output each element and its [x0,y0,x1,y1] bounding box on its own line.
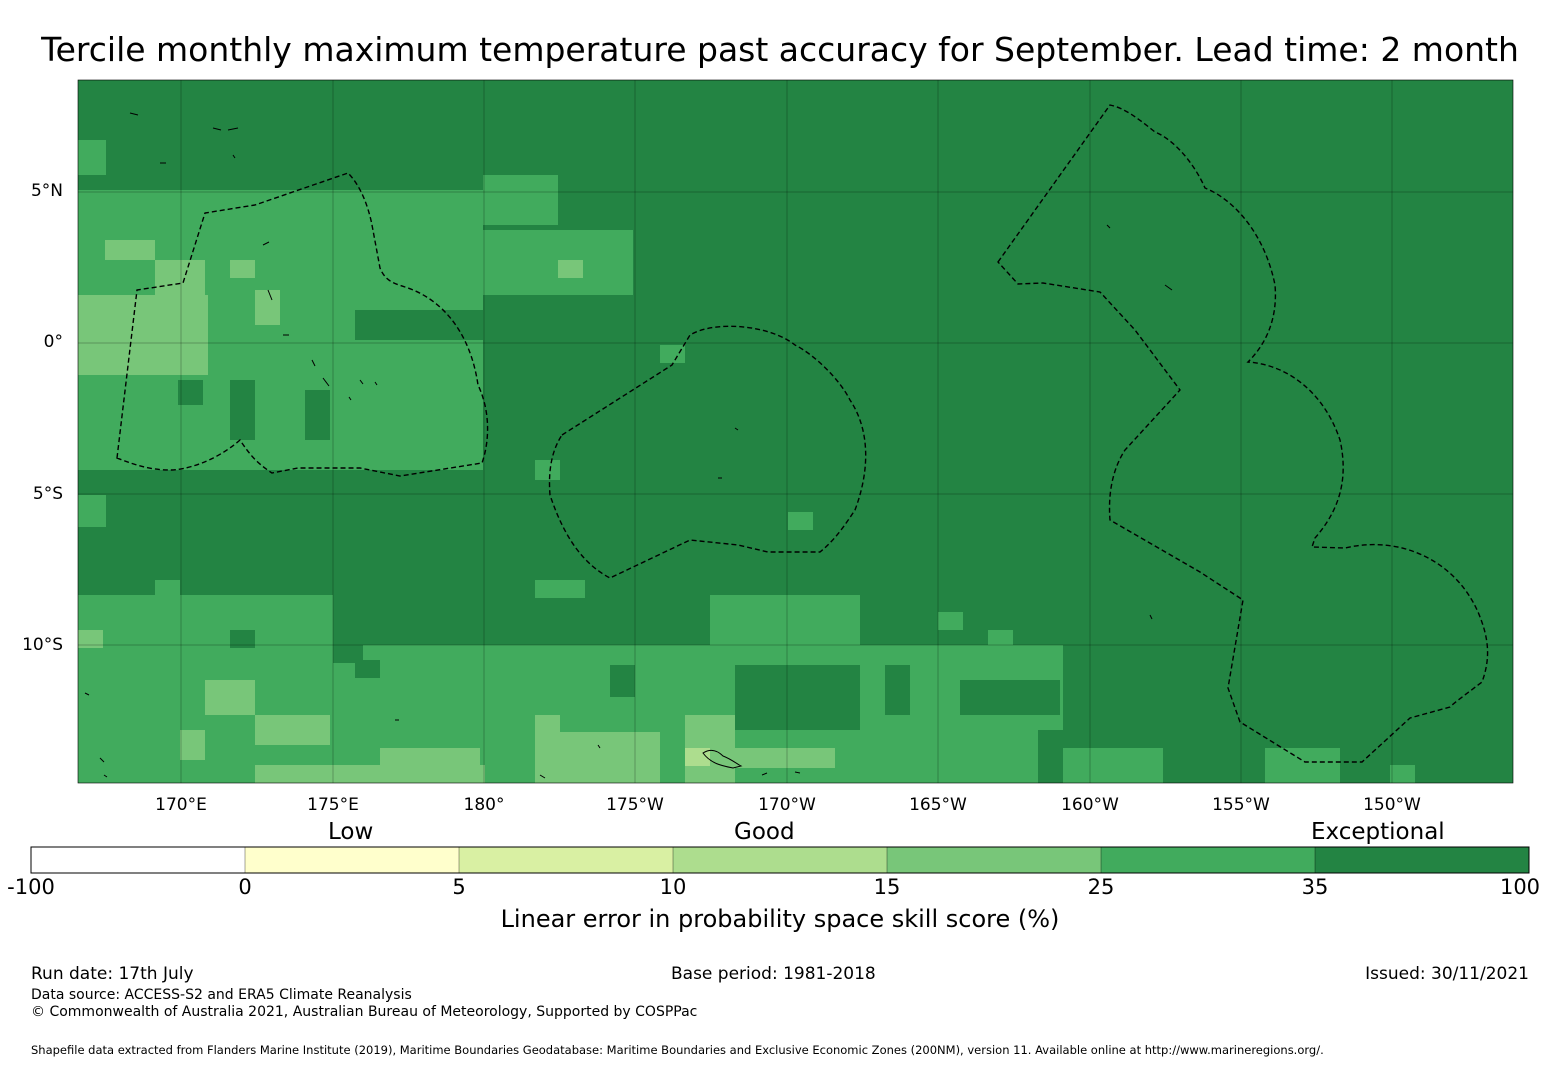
colorbar [30,846,1530,874]
colorbar-bin-2 [245,847,459,873]
graticule [78,80,1513,783]
lon-label-160w: 160°W [1061,795,1119,815]
colorbar-bin-7 [1315,847,1529,873]
lat-label-5n: 5°N [30,181,63,201]
colorbar-tick: 15 [873,875,901,899]
eez-boundaries [116,104,1489,763]
colorbar-tick: 0 [238,875,252,899]
lon-label-170e: 170°E [155,795,207,815]
legend-category-good: Good [734,819,795,845]
colorbar-bin-3 [459,847,673,873]
lon-label-180: 180° [463,795,505,815]
colorbar-title: Linear error in probability space skill … [500,905,1060,933]
colorbar-tick: 10 [659,875,687,899]
data-source: Data source: ACCESS-S2 and ERA5 Climate … [31,987,412,1003]
lat-label-10s: 10°S [22,635,63,655]
eez-tuvalu [116,172,489,477]
eez-tokelau [548,325,867,579]
colorbar-bin-6 [1101,847,1315,873]
base-period: Base period: 1981-2018 [671,964,876,984]
lat-label-0: 0° [43,332,63,352]
colorbar-bin-4 [673,847,887,873]
colorbar-tick: 5 [452,875,466,899]
lon-label-170w: 170°W [758,795,816,815]
map-title: Tercile monthly maximum temperature past… [41,30,1519,69]
lon-label-175e: 175°E [307,795,359,815]
lon-label-155w: 155°W [1212,795,1270,815]
shapefile-credit: Shapefile data extracted from Flanders M… [31,1043,1324,1057]
legend-category-exceptional: Exceptional [1311,819,1445,845]
colorbar-tick: 100 [1499,875,1541,899]
issued-date: Issued: 30/11/2021 [1365,964,1529,984]
colorbar-bin-1 [31,847,245,873]
skill-patches [78,140,1513,783]
lon-label-175w: 175°W [606,795,664,815]
colorbar-tick: -100 [7,875,55,899]
eez-kiribati-line [997,104,1489,763]
lon-label-165w: 165°W [909,795,967,815]
run-date: Run date: 17th July [31,964,194,984]
copyright: © Commonwealth of Australia 2021, Austra… [31,1004,698,1020]
colorbar-bin-5 [887,847,1101,873]
legend-category-low: Low [328,819,374,845]
colorbar-tick: 25 [1087,875,1115,899]
map-frame [77,79,1514,784]
colorbar-tick: 35 [1301,875,1329,899]
lat-label-5s: 5°S [32,484,63,504]
lon-label-150w: 150°W [1363,795,1421,815]
island-coastlines [84,112,1173,779]
